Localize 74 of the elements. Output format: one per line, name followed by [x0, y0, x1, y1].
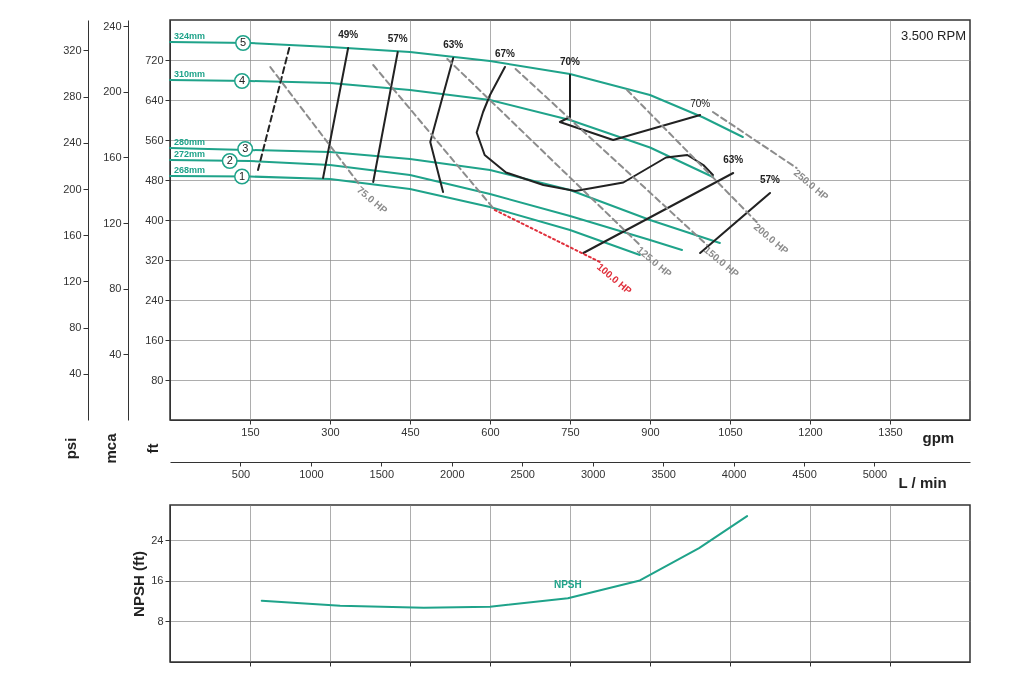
- series-label: 67%: [494, 48, 516, 59]
- x-tick-label: 600: [481, 425, 500, 438]
- series-label: 70%: [559, 56, 581, 67]
- series-label: NPSH: [553, 579, 582, 591]
- x-axis-title: gpm: [922, 428, 955, 446]
- y-tick-label: 80: [151, 373, 164, 386]
- x-tick-label: 750: [561, 425, 580, 438]
- y3-tick-label: 160: [63, 228, 82, 241]
- y-axis-title: ft: [143, 443, 161, 454]
- annotation: 2: [226, 154, 233, 166]
- annotation: 3: [242, 142, 249, 154]
- x2-tick-label: 5000: [862, 467, 888, 480]
- y3-tick-label: 240: [63, 136, 82, 149]
- y-tick-label: 24: [151, 533, 164, 546]
- x2-tick-label: 4500: [792, 467, 817, 480]
- y-tick-label: 560: [145, 133, 164, 146]
- series-label: 57%: [759, 174, 781, 185]
- y2-tick-label: 40: [109, 347, 122, 360]
- x2-tick-label: 3000: [580, 467, 606, 480]
- y-tick-label: 160: [145, 333, 164, 346]
- y3-tick-label: 200: [63, 182, 82, 195]
- x2-axis-title: L / min: [898, 473, 947, 491]
- y3-axis-title: psi: [61, 437, 79, 460]
- x2-tick-label: 4000: [721, 467, 747, 480]
- y-tick-label: 480: [145, 173, 164, 186]
- x2-tick-label: 1000: [299, 467, 324, 480]
- y2-tick-label: 160: [103, 150, 122, 163]
- line-series: [260, 515, 749, 609]
- x-tick-label: 900: [641, 425, 660, 438]
- y2-tick-label: 200: [103, 85, 122, 98]
- y2-tick-label: 120: [103, 216, 122, 229]
- x-tick-label: 150: [241, 425, 260, 438]
- y-axis-title: NPSH (ft): [130, 551, 148, 617]
- x-tick-label: 450: [401, 425, 420, 438]
- annotation: 5: [240, 36, 247, 48]
- x2-tick-label: 2500: [510, 467, 535, 480]
- y-tick-label: 720: [145, 53, 164, 66]
- y3-tick-label: 320: [63, 43, 82, 56]
- x2-tick-label: 2000: [440, 467, 465, 480]
- series-label: 272mm: [174, 149, 206, 159]
- text: 75.0 HP: [354, 184, 390, 216]
- y-tick-label: 400: [145, 213, 164, 226]
- y3-tick-label: 80: [69, 321, 82, 334]
- series-label: 49%: [338, 29, 359, 40]
- series-label: 63%: [723, 154, 744, 165]
- x2-tick-label: 3500: [651, 467, 676, 480]
- x2-tick-label: 1500: [369, 467, 395, 480]
- x2-tick-label: 500: [231, 467, 251, 480]
- y3-tick-label: 280: [63, 90, 82, 103]
- x-tick-label: 1050: [718, 425, 743, 438]
- y-tick-label: 16: [151, 574, 164, 587]
- y2-tick-label: 240: [103, 19, 122, 32]
- y-tick-label: 640: [145, 93, 164, 106]
- y-tick-label: 240: [145, 293, 164, 306]
- annotation: 1: [238, 169, 246, 182]
- series-label: 310mm: [174, 69, 206, 79]
- x-tick-label: 1350: [878, 425, 903, 438]
- annotation: 70%: [690, 98, 711, 109]
- y-tick-label: 8: [157, 614, 164, 627]
- series-label: 324mm: [174, 31, 206, 41]
- y2-axis-title: mca: [101, 432, 119, 464]
- series-label: 63%: [443, 39, 464, 50]
- annotation: 3.500 RPM: [900, 28, 966, 43]
- annotation: 4: [238, 74, 246, 86]
- y3-tick-label: 40: [69, 367, 82, 380]
- series-label: 268mm: [174, 165, 206, 175]
- series-label: 280mm: [174, 137, 206, 147]
- y-tick-label: 320: [145, 253, 164, 266]
- y3-tick-label: 120: [63, 274, 82, 287]
- line-series: [475, 66, 714, 192]
- series-label: 57%: [387, 33, 408, 44]
- x-tick-label: 1200: [798, 425, 823, 438]
- x-tick-label: 300: [321, 425, 340, 438]
- y2-tick-label: 80: [109, 282, 122, 295]
